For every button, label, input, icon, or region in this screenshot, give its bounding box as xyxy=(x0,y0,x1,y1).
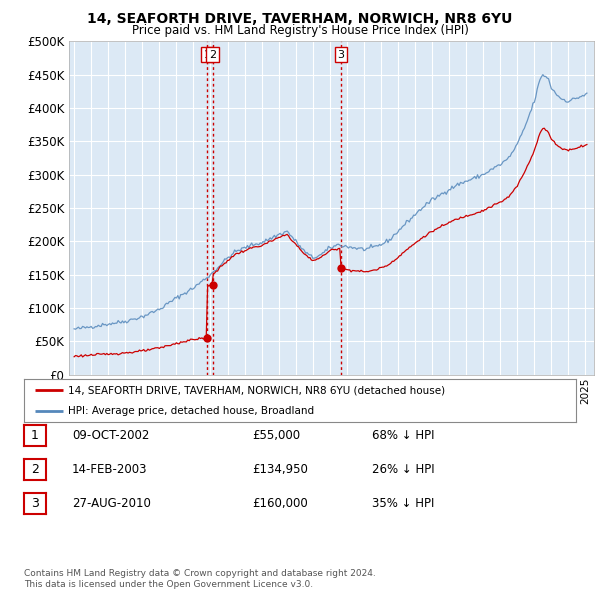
Text: £160,000: £160,000 xyxy=(252,497,308,510)
Text: 35% ↓ HPI: 35% ↓ HPI xyxy=(372,497,434,510)
Text: Price paid vs. HM Land Registry's House Price Index (HPI): Price paid vs. HM Land Registry's House … xyxy=(131,24,469,37)
Text: 14, SEAFORTH DRIVE, TAVERHAM, NORWICH, NR8 6YU (detached house): 14, SEAFORTH DRIVE, TAVERHAM, NORWICH, N… xyxy=(68,385,445,395)
Text: Contains HM Land Registry data © Crown copyright and database right 2024.
This d: Contains HM Land Registry data © Crown c… xyxy=(24,569,376,589)
Text: 14, SEAFORTH DRIVE, TAVERHAM, NORWICH, NR8 6YU: 14, SEAFORTH DRIVE, TAVERHAM, NORWICH, N… xyxy=(88,12,512,26)
Text: 26% ↓ HPI: 26% ↓ HPI xyxy=(372,463,434,476)
Text: 3: 3 xyxy=(337,50,344,60)
Text: 14-FEB-2003: 14-FEB-2003 xyxy=(72,463,148,476)
Text: £134,950: £134,950 xyxy=(252,463,308,476)
Text: HPI: Average price, detached house, Broadland: HPI: Average price, detached house, Broa… xyxy=(68,406,314,416)
Text: 1: 1 xyxy=(31,429,39,442)
Text: 27-AUG-2010: 27-AUG-2010 xyxy=(72,497,151,510)
Text: 68% ↓ HPI: 68% ↓ HPI xyxy=(372,429,434,442)
Text: 1: 1 xyxy=(203,50,211,60)
Text: £55,000: £55,000 xyxy=(252,429,300,442)
Text: 09-OCT-2002: 09-OCT-2002 xyxy=(72,429,149,442)
Text: 3: 3 xyxy=(31,497,39,510)
Text: 2: 2 xyxy=(31,463,39,476)
Text: 2: 2 xyxy=(209,50,216,60)
